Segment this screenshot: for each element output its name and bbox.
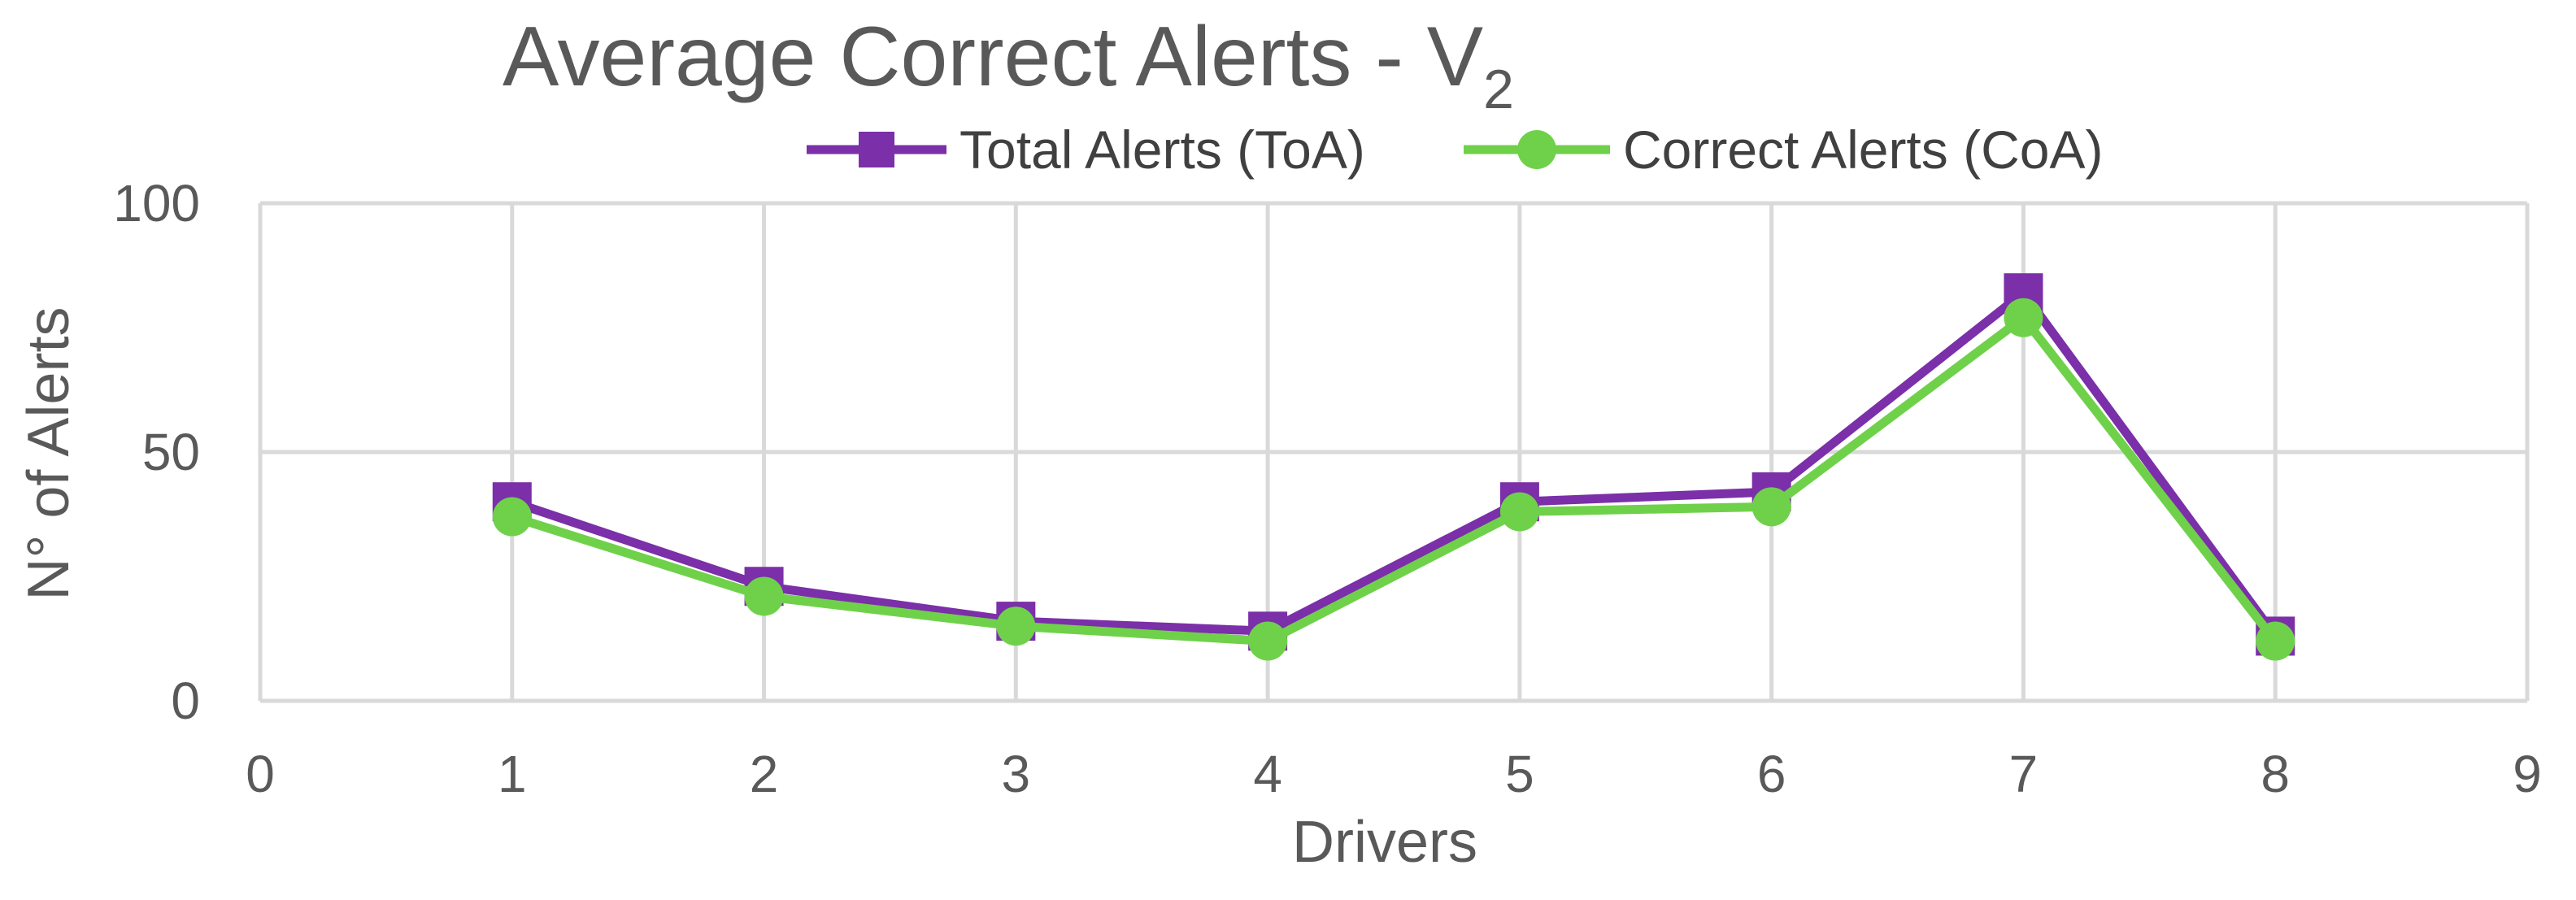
gridlines (258, 201, 2530, 703)
x-tick-label: 6 (1757, 745, 1786, 803)
chart-title: Average Correct Alerts - V2 (503, 10, 1514, 120)
x-tick-label: 3 (1002, 745, 1031, 803)
x-tick-label: 9 (2513, 745, 2542, 803)
x-tick-label: 5 (1505, 745, 1534, 803)
y-tick-label: 100 (113, 174, 200, 233)
data-point (2256, 621, 2295, 661)
data-point (996, 607, 1036, 646)
x-axis-title: Drivers (1292, 810, 1477, 875)
x-tick-label: 8 (2261, 745, 2290, 803)
x-tick-label: 0 (246, 745, 275, 803)
legend-marker-correct-alerts (1517, 130, 1556, 169)
y-axis-ticks: 0 50 100 (113, 174, 200, 730)
data-point (492, 497, 532, 537)
x-tick-label: 1 (498, 745, 527, 803)
legend-item-total-alerts: Total Alerts (ToA) (807, 120, 1365, 180)
series-layer (492, 273, 2295, 661)
chart-title-main: Average Correct Alerts - V (503, 10, 1483, 104)
data-point (1751, 487, 1791, 527)
x-tick-label: 4 (1253, 745, 1282, 803)
legend: Total Alerts (ToA) Correct Alerts (CoA) (807, 120, 2103, 180)
y-tick-label: 50 (142, 423, 200, 481)
series-line (507, 313, 2280, 646)
y-tick-label: 0 (171, 672, 200, 730)
x-tick-label: 7 (2009, 745, 2039, 803)
series-correct-alerts (492, 298, 2295, 661)
legend-marker-total-alerts (859, 132, 894, 167)
data-point (2004, 298, 2043, 337)
data-point (1248, 621, 1288, 661)
data-point (1499, 492, 1539, 532)
legend-label-total-alerts: Total Alerts (ToA) (959, 120, 1365, 180)
legend-label-correct-alerts: Correct Alerts (CoA) (1623, 120, 2103, 180)
x-tick-label: 2 (750, 745, 779, 803)
x-axis-ticks: 0 1 2 3 4 5 6 7 8 9 (246, 745, 2542, 803)
data-point (744, 576, 784, 616)
y-axis-title: N° of Alerts (16, 307, 81, 601)
series-line (507, 288, 2280, 641)
legend-item-correct-alerts: Correct Alerts (CoA) (1464, 120, 2103, 180)
chart-title-subscript: 2 (1483, 59, 1514, 120)
